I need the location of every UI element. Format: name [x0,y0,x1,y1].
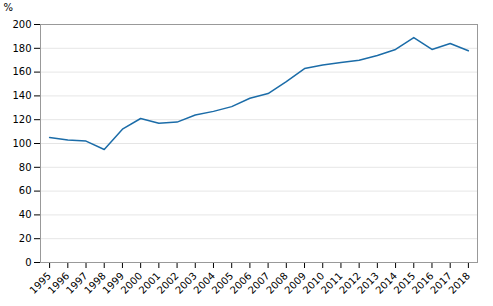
svg-text:2013: 2013 [355,270,381,296]
svg-text:200: 200 [12,19,31,30]
svg-text:2001: 2001 [136,270,163,296]
svg-text:2000: 2000 [118,270,145,296]
svg-text:2002: 2002 [155,270,181,296]
svg-text:1996: 1996 [45,270,72,296]
svg-text:1998: 1998 [82,270,108,296]
svg-text:2011: 2011 [318,270,345,296]
svg-text:180: 180 [12,43,31,54]
svg-text:100: 100 [12,138,31,149]
svg-text:80: 80 [19,162,32,173]
svg-text:60: 60 [19,185,32,196]
svg-text:40: 40 [19,209,32,220]
svg-text:2006: 2006 [227,270,254,296]
svg-text:120: 120 [12,114,31,125]
svg-text:2007: 2007 [246,270,272,296]
svg-text:1995: 1995 [27,270,54,296]
svg-text:2004: 2004 [191,270,218,296]
svg-text:2015: 2015 [391,270,418,296]
svg-text:1999: 1999 [100,270,127,296]
svg-text:2014: 2014 [373,270,400,296]
svg-text:2010: 2010 [300,270,327,296]
svg-text:2016: 2016 [409,270,436,296]
svg-text:20: 20 [19,233,32,244]
svg-text:2018: 2018 [446,270,472,296]
svg-text:2012: 2012 [337,270,363,296]
svg-text:0: 0 [25,257,31,268]
svg-text:140: 140 [12,90,31,101]
svg-text:2009: 2009 [282,270,309,296]
svg-text:1997: 1997 [63,270,90,296]
svg-text:2008: 2008 [264,270,290,296]
svg-text:2005: 2005 [209,270,236,296]
svg-text:%: % [4,2,14,13]
svg-text:2003: 2003 [173,270,199,296]
svg-text:2017: 2017 [428,270,454,296]
svg-text:160: 160 [12,66,31,77]
